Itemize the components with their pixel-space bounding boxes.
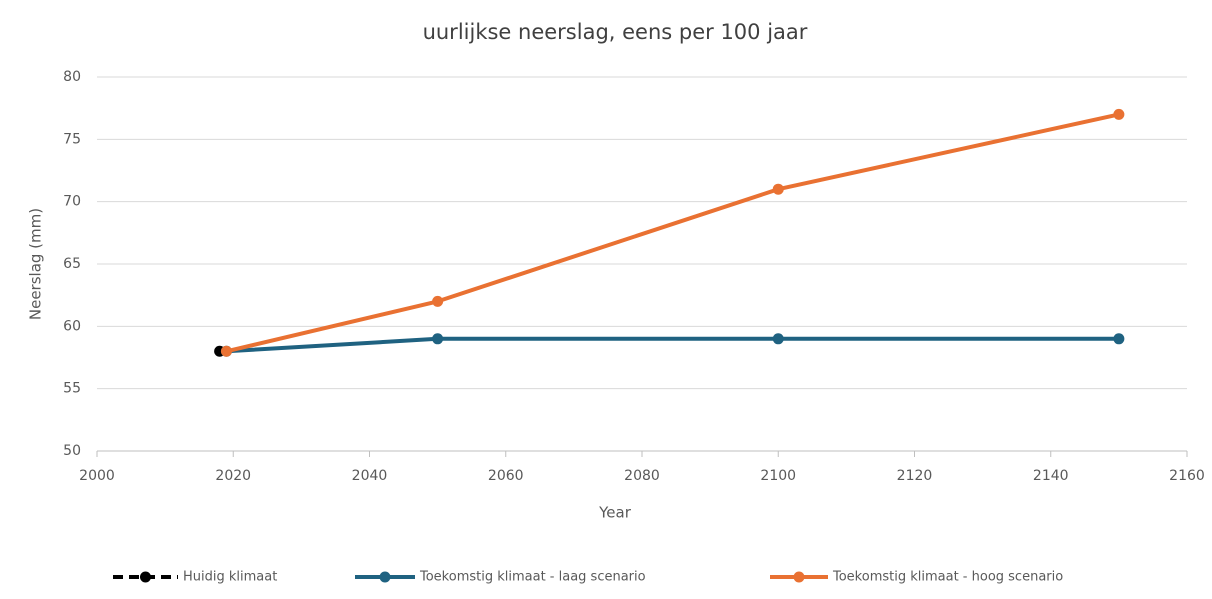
y-tick-label: 55	[63, 381, 81, 397]
x-tick-label: 2140	[1033, 468, 1069, 484]
x-tick-label: 2120	[897, 468, 933, 484]
series-marker	[772, 183, 784, 195]
series-line	[226, 336, 1119, 354]
series-line	[225, 112, 1120, 354]
series-marker	[772, 333, 784, 345]
y-tick-label: 80	[63, 69, 81, 85]
chart-title: uurlijkse neerslag, eens per 100 jaar	[423, 20, 808, 44]
series-marker	[1113, 108, 1125, 120]
legend-label: Toekomstig klimaat - hoog scenario	[832, 570, 1063, 585]
y-tick-label: 75	[63, 131, 81, 147]
y-tick-label: 50	[63, 443, 81, 459]
series-marker	[1113, 333, 1125, 345]
y-tick-label: 70	[63, 194, 81, 210]
legend-marker	[793, 571, 805, 583]
series-marker	[432, 333, 444, 345]
series-marker	[432, 295, 444, 307]
y-axis-label: Neerslag (mm)	[27, 208, 45, 320]
legend-marker	[379, 571, 391, 583]
x-axis-label: Year	[598, 504, 632, 522]
legend-label: Huidig klimaat	[183, 570, 277, 585]
x-tick-label: 2160	[1169, 468, 1205, 484]
x-tick-label: 2000	[79, 468, 115, 484]
series-marker	[220, 345, 232, 357]
y-tick-label: 65	[63, 256, 81, 272]
x-tick-label: 2080	[624, 468, 660, 484]
x-tick-label: 2040	[352, 468, 388, 484]
x-tick-label: 2020	[215, 468, 251, 484]
y-tick-label: 60	[63, 318, 81, 334]
legend-label: Toekomstig klimaat - laag scenario	[419, 570, 646, 585]
x-tick-label: 2060	[488, 468, 524, 484]
legend-marker	[140, 571, 151, 583]
x-tick-label: 2100	[760, 468, 796, 484]
